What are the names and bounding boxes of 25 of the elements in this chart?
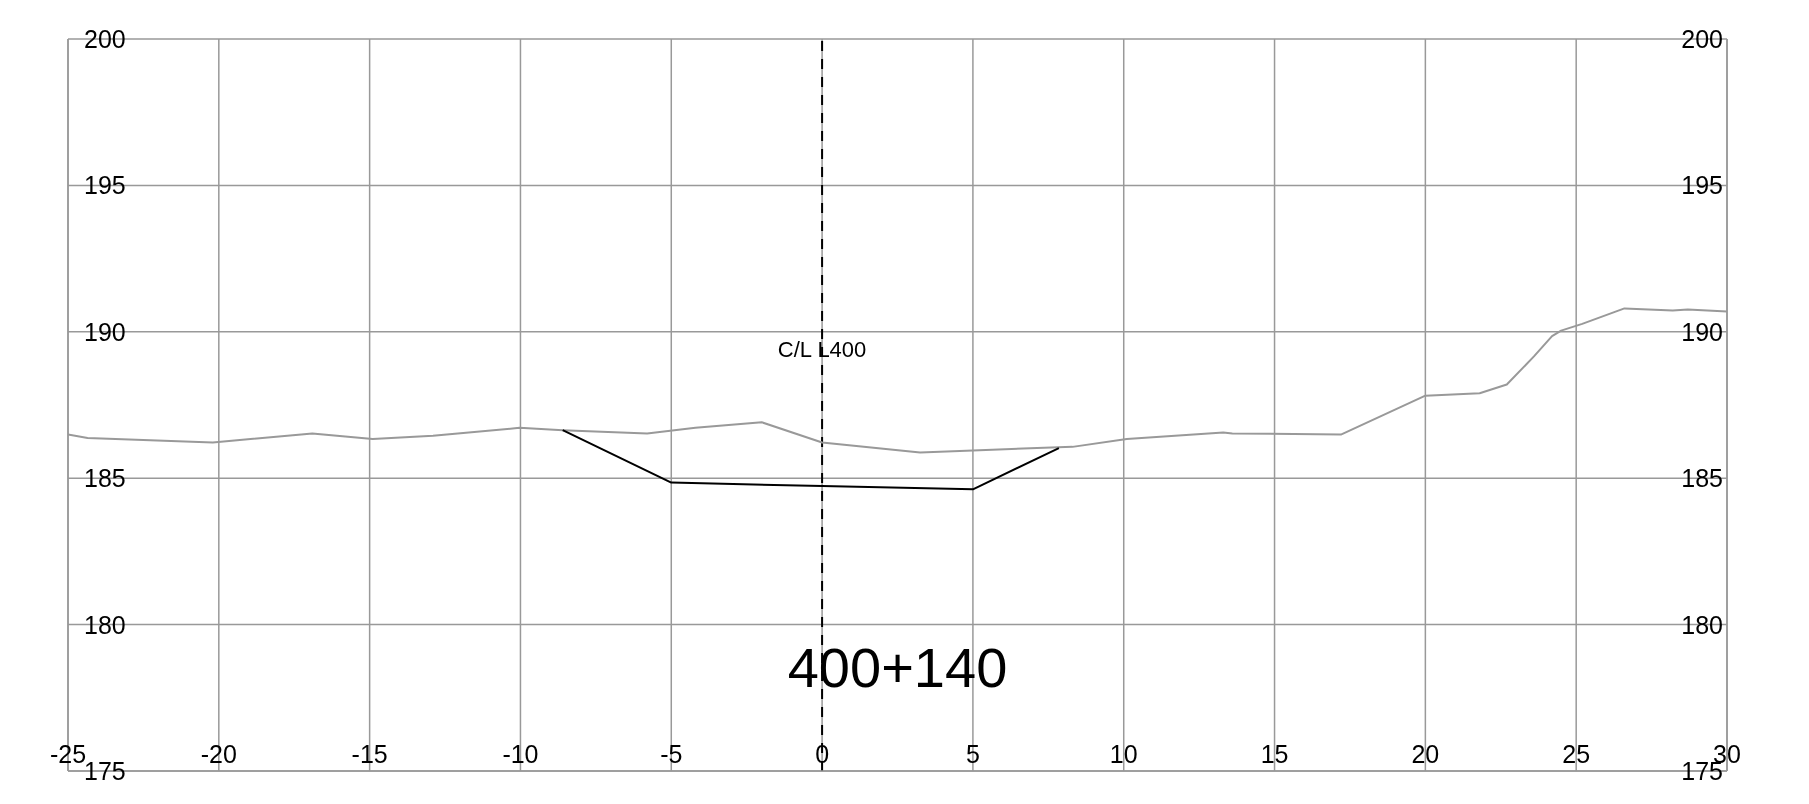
x-tick-label: 15: [1260, 740, 1289, 768]
x-tick-label: -5: [660, 740, 683, 768]
y-tick-label: 200: [84, 25, 126, 53]
annotation: 400+140: [786, 636, 1009, 700]
x-tick-label: 10: [1109, 740, 1138, 768]
ref-line-label: C/L L400: [777, 337, 867, 363]
x-tick-label: 0: [815, 740, 830, 768]
line-series: [561, 429, 1060, 491]
x-tick-label: 25: [1562, 740, 1591, 768]
y-tick-label: 185: [84, 464, 126, 493]
x-tick-label: -15: [351, 740, 388, 768]
y-tick-label: 175: [84, 757, 126, 785]
x-tick-label: -20: [200, 740, 237, 768]
y2-tick-label: 200: [1681, 25, 1723, 53]
y2-tick-label: 195: [1681, 171, 1723, 200]
y2-tick-label: 185: [1681, 464, 1723, 493]
y-tick-label: 190: [84, 317, 126, 346]
x-tick-label: -10: [502, 740, 539, 768]
x-tick-label: -25: [49, 740, 87, 768]
y2-tick-label: 190: [1681, 317, 1723, 346]
y2-tick-label: 180: [1681, 610, 1723, 639]
y-tick-label: 195: [84, 171, 126, 200]
x-tick-label: 5: [965, 740, 980, 768]
x-tick-label: 20: [1411, 740, 1440, 768]
y-tick-label: 180: [84, 610, 126, 639]
